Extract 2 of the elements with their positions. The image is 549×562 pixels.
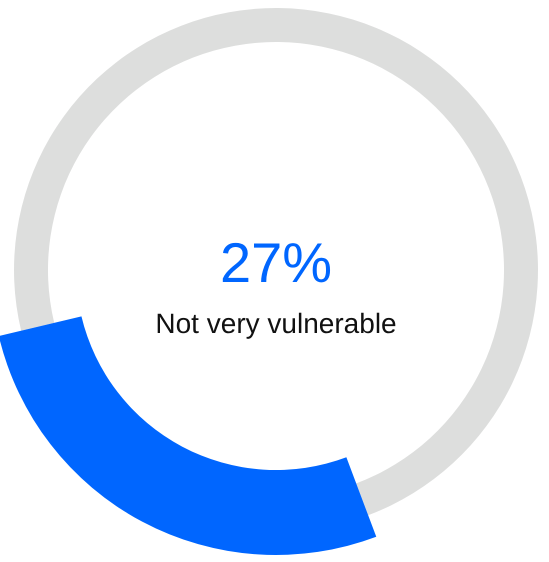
slice-label: Not very vulnerable — [155, 308, 397, 339]
data-label: 27% — [220, 231, 332, 294]
